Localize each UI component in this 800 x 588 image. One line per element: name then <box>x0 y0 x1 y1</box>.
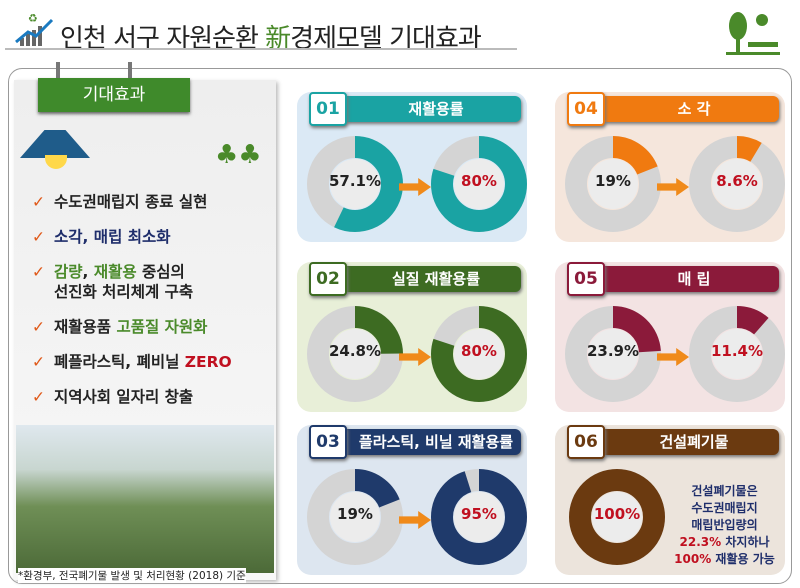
tree-bench-icon <box>720 8 780 56</box>
text-run: 차지하나 <box>725 535 770 549</box>
card-number: 01 <box>309 92 347 126</box>
card-number: 02 <box>309 262 347 296</box>
text-run: ZERO <box>184 353 232 371</box>
after-label: 80% <box>461 172 497 190</box>
before-label: 19% <box>337 505 373 523</box>
check-icon: ✓ <box>32 228 45 246</box>
donut-after-fill <box>431 306 527 402</box>
effect-item: ✓ 폐플라스틱, 폐비닐 ZERO <box>32 352 232 372</box>
svg-text:♻: ♻ <box>28 12 38 25</box>
city-aerial-image <box>16 425 274 573</box>
donut-before <box>307 306 403 402</box>
text-run: 소각, 매립 최소화 <box>54 228 171 246</box>
donut-before <box>565 136 661 232</box>
donut-after <box>689 306 785 402</box>
text-run: 폐플라스틱, 폐비닐 <box>54 353 185 371</box>
after-label: 80% <box>461 342 497 360</box>
board-label: 기대효과 <box>38 78 190 112</box>
donut-chart <box>569 469 665 565</box>
card-title: 소 각 <box>589 96 779 122</box>
card-title: 재활용률 <box>331 96 521 122</box>
pin <box>128 62 132 82</box>
text-run: 건설폐기물은 수도권매립지 매립반입량의 <box>691 484 758 532</box>
donut-before <box>307 136 403 232</box>
effect-text: 재활용품 고품질 자원화 <box>54 317 207 337</box>
card-02: 02 실질 재활용률 24.8% 80% <box>297 262 527 412</box>
donut-after <box>431 136 527 232</box>
text-run: 고품질 자원화 <box>116 318 208 336</box>
card-number: 05 <box>567 262 605 296</box>
effects-list: ✓ 수도권매립지 종료 실현 ✓ 소각, 매립 최소화 ✓ 감량, 재활용 중심의 선진화… <box>32 192 232 422</box>
effect-item: ✓ 감량, 재활용 중심의 선진화 처리체계 구축 <box>32 262 232 302</box>
text-run: 재활용품 <box>54 318 117 336</box>
effect-text: 감량, 재활용 중심의 선진화 처리체계 구축 <box>54 262 193 302</box>
text-run: 중심의 선진화 처리체계 구축 <box>54 263 194 301</box>
card-number: 04 <box>567 92 605 126</box>
card-number: 06 <box>567 425 605 459</box>
effect-text: 폐플라스틱, 폐비닐 ZERO <box>54 352 232 372</box>
donut-after-fill <box>431 136 527 232</box>
donut-after-fill <box>689 306 785 402</box>
title-underline <box>5 48 517 50</box>
before-label: 23.9% <box>586 342 640 360</box>
effect-item: ✓ 지역사회 일자리 창출 <box>32 387 232 407</box>
donut-after <box>689 136 785 232</box>
check-icon: ✓ <box>32 353 45 371</box>
after-label: 8.6% <box>716 172 758 190</box>
donut-before <box>307 469 403 565</box>
donut-chart-fill <box>569 469 665 565</box>
effect-item: ✓ 소각, 매립 최소화 <box>32 227 232 247</box>
footnote: *환경부, 전국폐기물 발생 및 처리현황 (2018) 기준 <box>18 568 246 583</box>
trees-icon: ♣♣ <box>215 140 262 170</box>
effect-text: 소각, 매립 최소화 <box>54 227 171 247</box>
text-run: 지역사회 일자리 창출 <box>54 388 194 406</box>
card-04: 04 소 각 19% 8.6% <box>555 92 785 242</box>
after-label: 11.4% <box>710 342 764 360</box>
before-label: 24.8% <box>328 342 382 360</box>
donut-label: 100% <box>593 505 641 523</box>
card-03: 03 플라스틱, 비닐 재활용률 19% 95% <box>297 425 527 575</box>
effect-item: ✓ 수도권매립지 종료 실현 <box>32 192 232 212</box>
donut-before-fill <box>307 306 403 402</box>
text-run: 재활용 <box>93 263 137 281</box>
bulb-icon <box>45 155 67 169</box>
text-run: 수도권매립지 종료 실현 <box>54 193 208 211</box>
donut-before-fill <box>307 469 403 565</box>
donut-after-fill <box>431 469 527 565</box>
check-icon: ✓ <box>32 318 45 336</box>
text-run: , <box>82 263 94 281</box>
recycle-chart-icon: ♻ <box>14 12 56 48</box>
check-icon: ✓ <box>32 193 45 211</box>
card-06: 06 건설폐기물 100% 건설폐기물은 수도권매립지 매립반입량의 22.3% 차지… <box>555 425 785 575</box>
donut-before-fill <box>307 136 403 232</box>
donut-after-fill <box>689 136 785 232</box>
donut-after <box>431 306 527 402</box>
card-title: 플라스틱, 비닐 재활용률 <box>331 429 521 455</box>
effect-text: 지역사회 일자리 창출 <box>54 387 193 407</box>
check-icon: ✓ <box>32 263 45 281</box>
card-01: 01 재활용률 57.1% 80% <box>297 92 527 242</box>
text-run: 22.3% <box>679 535 722 549</box>
donut-before <box>565 306 661 402</box>
text-run: 재활용 가능 <box>711 552 775 566</box>
card-number: 03 <box>309 425 347 459</box>
check-icon: ✓ <box>32 388 45 406</box>
effect-text: 수도권매립지 종료 실현 <box>54 192 207 212</box>
donut-before-fill <box>565 306 661 402</box>
card-title: 실질 재활용률 <box>331 266 521 292</box>
card-title: 매 립 <box>589 266 779 292</box>
donut-before-fill <box>565 136 661 232</box>
card-note: 건설폐기물은 수도권매립지 매립반입량의 22.3% 차지하나 100% 재활용… <box>667 483 782 568</box>
pin <box>56 62 60 82</box>
before-label: 57.1% <box>328 172 382 190</box>
text-run: 100% <box>674 552 712 566</box>
card-05: 05 매 립 23.9% 11.4% <box>555 262 785 412</box>
card-title: 건설폐기물 <box>589 429 779 455</box>
donut-after <box>431 469 527 565</box>
effect-item: ✓ 재활용품 고품질 자원화 <box>32 317 232 337</box>
text-run: 감량 <box>54 263 83 281</box>
after-label: 95% <box>461 505 497 523</box>
before-label: 19% <box>595 172 631 190</box>
